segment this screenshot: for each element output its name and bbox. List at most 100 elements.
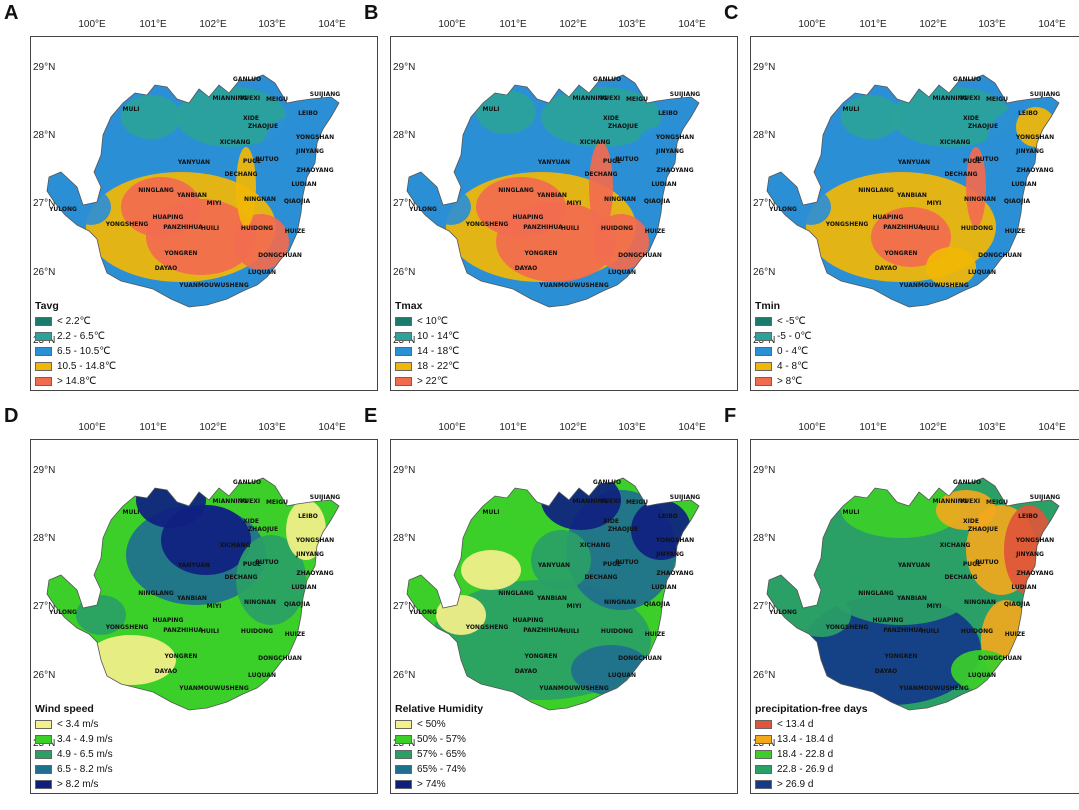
county-label: MEIGU	[266, 499, 288, 506]
map-class-area	[631, 500, 691, 560]
county-label: XIDE	[603, 115, 619, 122]
county-label: NINGNAN	[604, 599, 636, 606]
legend-title: precipitation-free days	[755, 703, 868, 715]
longitude-tick-label: 103°E	[258, 19, 286, 30]
county-label: BUTUO	[975, 156, 999, 163]
legend-swatch	[395, 750, 412, 759]
longitude-tick-label: 104°E	[318, 422, 346, 433]
county-label: DECHANG	[584, 171, 617, 178]
county-label: YONGREN	[524, 653, 558, 660]
latitude-tick-label: 28°N	[33, 533, 56, 544]
legend-title: Tavg	[35, 300, 59, 312]
longitude-tick-label: 100°E	[438, 19, 466, 30]
legend-swatch	[35, 332, 52, 341]
map-class-area	[286, 500, 326, 560]
legend-swatch	[755, 317, 772, 326]
county-label: BUTUO	[615, 559, 639, 566]
longitude-tick-label: 101°E	[859, 19, 887, 30]
legend-swatch	[35, 362, 52, 371]
county-label: ZHAOYANG	[656, 570, 693, 577]
map-class-area	[926, 247, 976, 287]
map-frame: 29°N28°N27°N26°N25°NGANLUOYUEXIMEIGUMIAN…	[390, 439, 738, 794]
county-label: ZHAOJUE	[248, 526, 278, 533]
county-label: MIYI	[927, 603, 942, 610]
legend-item: > 14.8℃	[35, 374, 116, 389]
region-map: GANLUO YUEXI MEIGU MIANNING LEIBO SUIJIANG MUL…	[766, 74, 1061, 308]
latitude-tick-label: 29°N	[753, 62, 776, 73]
county-label: SUIJIANG	[670, 494, 701, 501]
county-label: PANZHIHUA	[523, 627, 563, 634]
legend-item: 65% - 74%	[395, 762, 483, 777]
county-label: DONGCHUAN	[258, 252, 302, 259]
region-boundary	[46, 74, 340, 308]
legend-label: 10.5 - 14.8℃	[57, 361, 117, 372]
county-label: YANBIAN	[536, 192, 567, 199]
region-map: GANLUO YUEXI MEIGU MIANNING LEIBO SUIJIANG MUL…	[46, 74, 340, 308]
map-panel-a: A 100°E 101°E 102°E 103°E 104°E 29°N 28°N 27°N 26…	[2, 2, 378, 391]
legend-item: 3.4 - 4.9 m/s	[35, 732, 113, 747]
county-label: PUGE	[963, 561, 981, 568]
legend-item: 0 - 4℃	[755, 344, 812, 359]
county-label: LUDIAN	[291, 181, 316, 188]
county-label: LUQUAN	[968, 672, 996, 679]
latitude-tick-label: 29°N	[33, 465, 56, 476]
county-label: MIYI	[567, 603, 582, 610]
county-label: NINGLANG	[138, 187, 174, 194]
map-panel-e: E 100°E 101°E 102°E 103°E 104°E 29°N 28°N 27°N 26…	[362, 405, 738, 794]
county-label: DAYAO	[875, 668, 898, 675]
latitude-tick-label: 29°N	[393, 62, 416, 73]
longitude-tick-label: 103°E	[258, 422, 286, 433]
county-label: MEIGU	[626, 96, 648, 103]
legend-item: 18 - 22℃	[395, 359, 459, 374]
longitude-tick-label: 103°E	[978, 422, 1006, 433]
latitude-tick-label: 28°N	[33, 130, 56, 141]
legend-item: 4.9 - 6.5 m/s	[35, 747, 113, 762]
region-boundary	[46, 477, 340, 711]
legend-label: > 74%	[417, 779, 446, 790]
county-label: YONGSHAN	[1015, 537, 1054, 544]
county-label: DAYAO	[515, 265, 538, 272]
county-label: MIANNING	[932, 95, 967, 102]
legend-item: 18.4 - 22.8 d	[755, 747, 868, 762]
legend-label: < 13.4 d	[777, 719, 814, 730]
county-label: MIANNING	[212, 95, 247, 102]
county-label: XIDE	[243, 518, 259, 525]
map-frame: 29°N28°N27°N26°N25°NGANLUOYUEXIMEIGUMIAN…	[750, 439, 1079, 794]
county-label: DAYAO	[875, 265, 898, 272]
legend-label: 57% - 65%	[417, 749, 466, 760]
longitude-tick-label: 103°E	[618, 422, 646, 433]
longitude-tick-label: 103°E	[618, 19, 646, 30]
county-label: PUGE	[243, 561, 261, 568]
map-class-area	[233, 214, 289, 270]
legend-swatch	[35, 765, 52, 774]
legend-swatch	[395, 332, 412, 341]
county-label: NINGLANG	[858, 187, 894, 194]
county-label: YONGSHAN	[655, 134, 694, 141]
county-label: MULI	[483, 509, 500, 516]
county-label: YUEXI	[599, 95, 620, 102]
legend-item: 6.5 - 10.5℃	[35, 344, 116, 359]
county-label: JINYANG	[295, 148, 324, 155]
county-label: PANZHIHUA	[163, 627, 203, 634]
county-label: PANZHIHUA	[523, 224, 563, 231]
county-label: LEIBO	[298, 513, 318, 520]
county-label: LUQUAN	[248, 269, 276, 276]
legend-item: 57% - 65%	[395, 747, 483, 762]
county-label: ZHAOYANG	[1016, 167, 1053, 174]
county-label: YANYUAN	[897, 159, 930, 166]
longitude-tick-label: 102°E	[919, 422, 947, 433]
latitude-tick-label: 28°N	[393, 130, 416, 141]
county-label: DONGCHUAN	[618, 252, 662, 259]
map-class-area	[236, 535, 306, 625]
county-label: LEIBO	[658, 513, 678, 520]
legend-label: > 8.2 m/s	[57, 779, 99, 790]
county-label: SUIJIANG	[1030, 91, 1061, 98]
county-label: HUIZE	[285, 228, 306, 235]
county-label: YANYUAN	[897, 562, 930, 569]
county-label: YONGREN	[884, 653, 918, 660]
map-class-area	[541, 87, 661, 147]
county-label: DECHANG	[944, 574, 977, 581]
county-label: GANLUO	[953, 76, 981, 83]
latitude-tick-label: 26°N	[753, 670, 776, 681]
longitude-tick-label: 100°E	[798, 19, 826, 30]
